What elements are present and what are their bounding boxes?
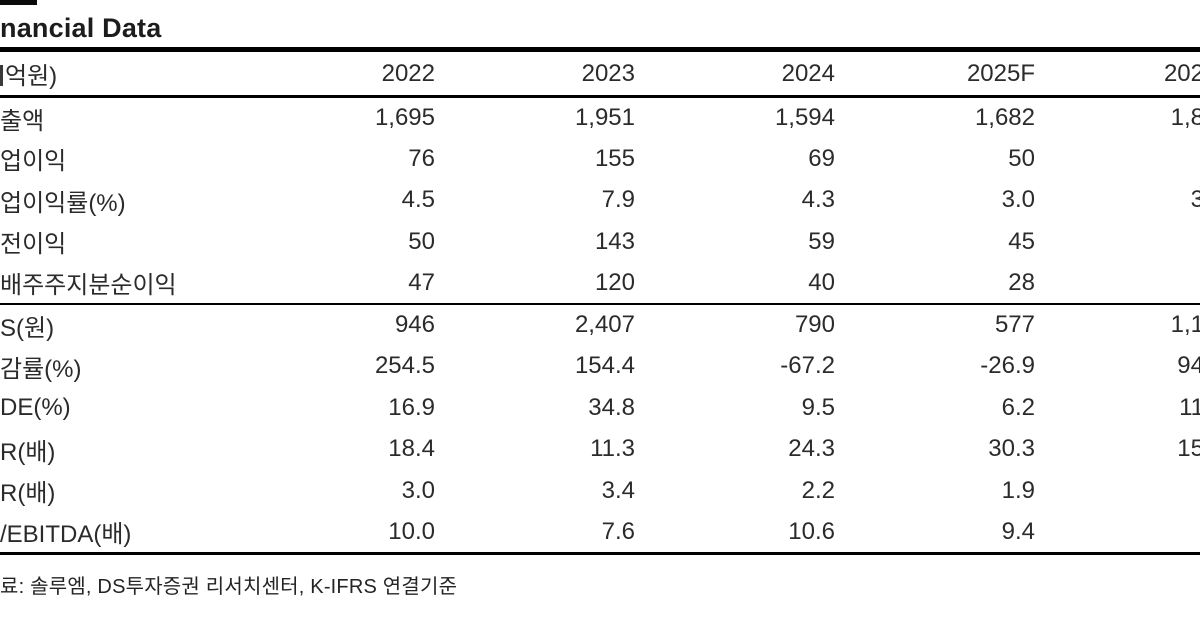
value-cell: 2,407 [574,311,635,339]
year-column-header: 202 [1163,59,1200,87]
table-row: 출액 1,695 1,951 1,594 1,682 1,8 [0,97,1200,139]
row-label: 업이익률(%) [0,189,126,217]
cropped-edge-fragment [0,0,37,5]
row-label: DE(%) [0,393,71,421]
value-cell: 10.6 [788,517,835,545]
value-cell: 143 [594,227,635,255]
value-cell: 69 [808,144,835,172]
table-row: R(배) 3.0 3.4 2.2 1.9 [0,470,1200,512]
value-cell: 18.4 [388,435,435,463]
value-cell: 50 [408,227,435,255]
value-cell: 7.6 [601,517,635,545]
value-cell: 11 [1179,393,1200,421]
value-cell: 1,682 [974,104,1035,131]
table-row: 감률(%) 254.5 154.4 -67.2 -26.9 94 [0,346,1200,388]
value-cell: 1,951 [574,104,635,131]
financial-table: 억원) 2022 2023 2024 2025F 202 출액 1,695 1,951 1,5… [0,47,1200,555]
value-cell [1035,221,1200,263]
value-cell: 4.3 [801,186,835,214]
value-cell: 3 [1190,186,1200,214]
table-section-main: 출액 1,695 1,951 1,594 1,682 1,8 업이익 76 155 69 50 업이익… [0,97,1200,305]
row-label: 출액 [0,107,45,135]
value-cell: 1,594 [774,104,835,131]
value-cell [1035,512,1200,554]
value-cell: 1,695 [374,104,435,131]
value-cell: 790 [794,311,835,339]
value-cell: 1.9 [1001,476,1035,504]
row-label: 전이익 [0,231,67,259]
value-cell: 4.5 [401,186,435,214]
value-cell: 6.2 [1001,393,1035,421]
value-cell: 1,1 [1170,311,1200,339]
value-cell: 9.5 [801,393,835,421]
value-cell: 3.0 [401,476,435,504]
table-row: DE(%) 16.9 34.8 9.5 6.2 11 [0,387,1200,429]
row-label: S(원) [0,314,55,342]
row-label: R(배) [0,480,56,508]
table-header: 억원) 2022 2023 2024 2025F 202 [0,49,1200,97]
value-cell: 254.5 [374,352,435,380]
value-cell [1035,263,1200,305]
table-row: 배주주지분순이익 47 120 40 28 [0,263,1200,305]
table-section-ratios: S(원) 946 2,407 790 577 1,1 감률(%) 254.5 154.4 -67.… [0,304,1200,553]
value-cell: 9.4 [1001,517,1035,545]
row-label: /EBITDA(배) [0,521,132,548]
value-cell: 40 [808,268,835,296]
row-label: 업이익 [0,148,67,176]
unit-label-cell: 억원) [0,50,235,97]
value-cell: 15 [1177,435,1200,463]
year-column-header: 2025F [966,59,1035,87]
value-cell [1035,470,1200,512]
value-cell: -26.9 [980,352,1035,380]
value-cell [1035,138,1200,180]
cut-glyph-fragment [0,65,3,86]
value-cell: 155 [594,144,635,172]
table-row: 업이익률(%) 4.5 7.9 4.3 3.0 3 [0,180,1200,222]
unit-label: 억원) [5,63,58,90]
table-row: /EBITDA(배) 10.0 7.6 10.6 9.4 [0,512,1200,554]
value-cell: 120 [594,268,635,296]
table-row: 업이익 76 155 69 50 [0,138,1200,180]
value-cell: 47 [408,268,435,296]
value-cell: 59 [808,227,835,255]
value-cell: 10.0 [388,517,435,545]
table-row: S(원) 946 2,407 790 577 1,1 [0,304,1200,346]
value-cell: 946 [394,311,435,339]
table-row: 전이익 50 143 59 45 [0,221,1200,263]
value-cell: 34.8 [588,393,635,421]
header-row: 억원) 2022 2023 2024 2025F 202 [0,50,1200,97]
value-cell: 2.2 [801,476,835,504]
row-label: 배주주지분순이익 [0,272,177,300]
value-cell: 577 [994,311,1035,339]
value-cell: 76 [408,144,435,172]
value-cell: 3.4 [601,476,635,504]
value-cell: 94 [1177,352,1200,380]
value-cell: 154.4 [574,352,635,380]
value-cell: 7.9 [601,186,635,214]
year-column-header: 2024 [781,59,835,87]
value-cell: 1,8 [1170,104,1200,131]
row-label: R(배) [0,438,56,466]
value-cell: 24.3 [788,435,835,463]
value-cell: 45 [1008,227,1035,255]
value-cell: 11.3 [590,435,635,463]
value-cell: 3.0 [1001,186,1035,214]
value-cell: 16.9 [388,393,435,421]
value-cell: 28 [1008,268,1035,296]
source-note: 료: 솔루엠, DS투자증권 리서치센터, K-IFRS 연결기준 [0,576,458,598]
page-title: nancial Data [0,13,162,43]
year-column-header: 2023 [581,59,635,87]
value-cell: 30.3 [988,435,1035,463]
table-row: R(배) 18.4 11.3 24.3 30.3 15 [0,429,1200,471]
value-cell: -67.2 [780,352,835,380]
value-cell: 50 [1008,144,1035,172]
year-column-header: 2022 [381,59,435,87]
row-label: 감률(%) [0,355,82,383]
